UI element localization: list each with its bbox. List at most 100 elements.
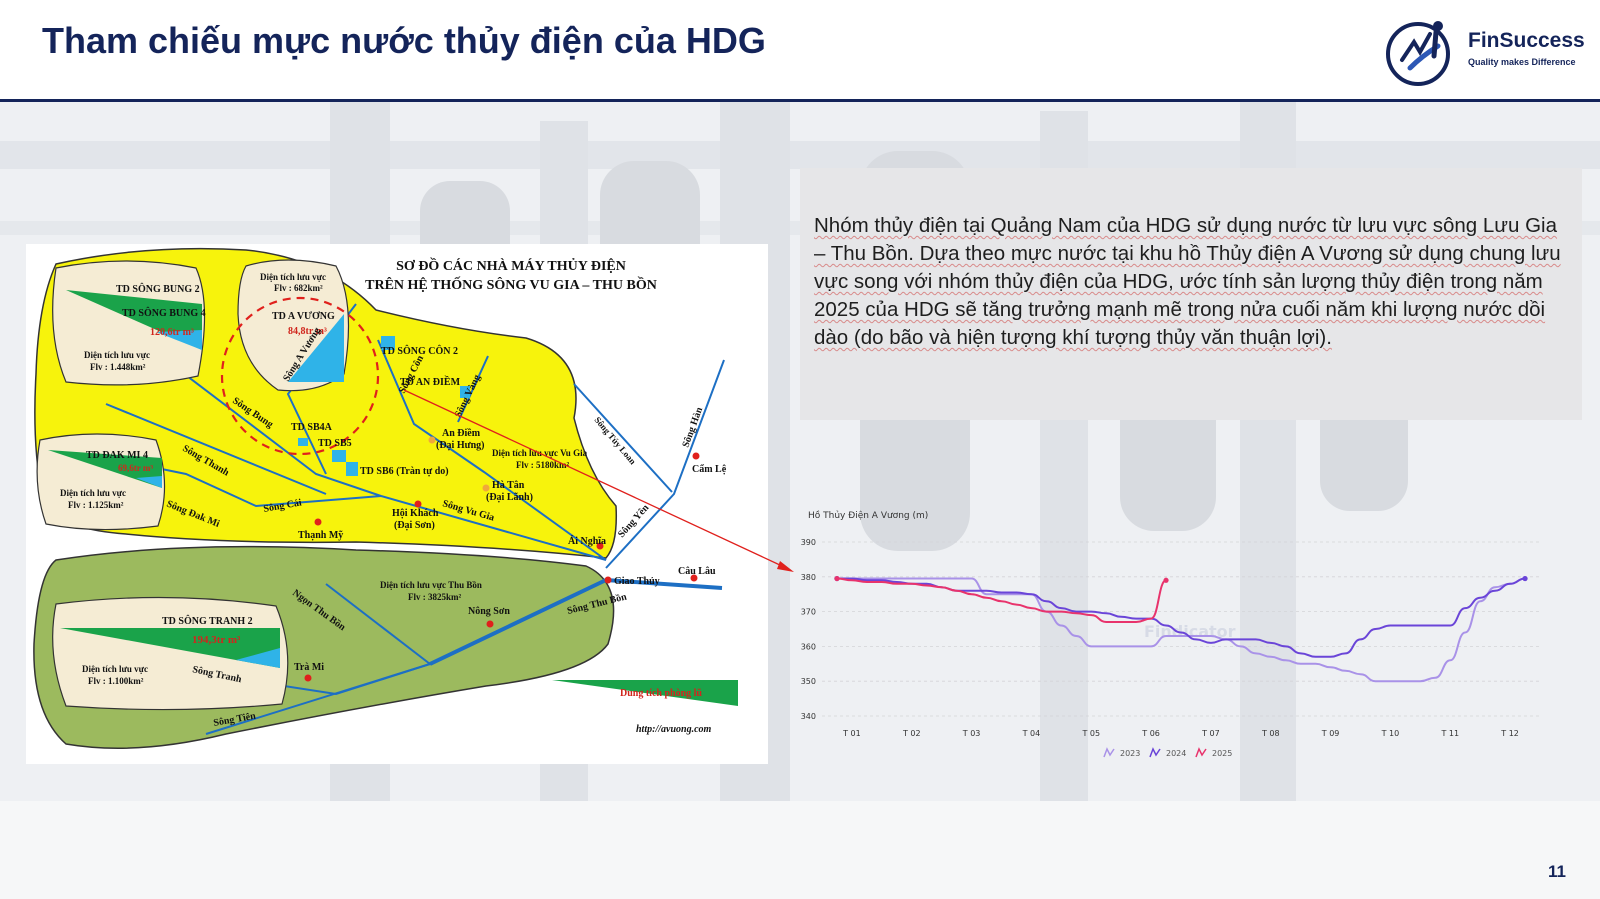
x-tick-label: T 12: [1500, 729, 1519, 738]
song-tranh-area-label: Diện tích lưu vực: [82, 664, 148, 674]
place-hoi-khach-sub: (Đại Sơn): [394, 520, 435, 531]
legend-swatch-2023: [1103, 747, 1115, 758]
y-tick-label: 370: [801, 608, 816, 617]
song-tranh-callout: TD SÔNG TRANH 2 194,3tr m³ Diện tích lưu…: [52, 596, 289, 711]
a-vuong-volume: 84,8tr m³: [288, 326, 327, 337]
y-tick-label: 360: [801, 642, 816, 651]
chart-y-ticks: 340 350 360 370 380 390: [801, 538, 816, 721]
river-map-diagram: SƠ ĐỒ CÁC NHÀ MÁY THỦY ĐIỆN TRÊN HỆ THỐN…: [33, 247, 738, 749]
dak-mi-area-value: Flv : 1.125km²: [68, 500, 124, 510]
vu-gia-area-value: Flv : 5180km²: [516, 460, 569, 470]
flood-capacity-legend: Dung tích phòng lũ: [620, 688, 702, 699]
x-tick-label: T 03: [962, 729, 981, 738]
series-line-2025: [836, 577, 1167, 623]
page-number: 11: [1548, 862, 1566, 881]
x-tick-label: T 07: [1201, 729, 1220, 738]
place-ha-tan-sub: (Đại Lãnh): [486, 492, 533, 503]
x-tick-label: T 01: [842, 729, 861, 738]
song-bung-2-label: TD SÔNG BUNG 2: [116, 282, 200, 295]
place-cau-lau: Câu Lâu: [678, 566, 716, 577]
song-tranh-2-label: TD SÔNG TRANH 2: [162, 614, 253, 627]
slide-header: Tham chiếu mực nước thủy điện của HDG Fi…: [0, 0, 1600, 100]
place-ha-tan: Hà Tân: [492, 480, 525, 491]
river-yen-label: Sông Yên: [616, 502, 652, 540]
water-level-chart: Hồ Thủy Điện A Vương (m) 340 350 360 370 380…: [792, 510, 1582, 780]
a-vuong-area-label: Diện tích lưu vực: [260, 272, 326, 282]
x-tick-label: T 08: [1261, 729, 1280, 738]
song-bung-callout: TD SÔNG BUNG 2 TD SÔNG BUNG 4 120,6tr m³…: [52, 260, 206, 386]
legend-label-2024: 2024: [1166, 749, 1186, 758]
place-hoi-khach: Hội Khách: [392, 508, 439, 519]
slide-title: Tham chiếu mực nước thủy điện của HDG: [42, 20, 766, 61]
song-bung-area-value: Flv : 1.448km²: [90, 362, 146, 372]
flood-capacity-legend-swatch: [552, 680, 738, 706]
place-thanh-my: Thạnh Mỹ: [298, 530, 343, 541]
map-title-line1: SƠ ĐỒ CÁC NHÀ MÁY THỦY ĐIỆN: [396, 256, 626, 274]
legend-label-2023: 2023: [1120, 749, 1140, 758]
sb4a-label: TD SB4A: [291, 422, 333, 433]
logo-name: FinSuccess: [1468, 29, 1585, 52]
logo-tagline: Quality makes Difference: [1468, 57, 1576, 67]
series-point-2024: [1522, 575, 1528, 582]
series-line-2023: [836, 577, 1526, 683]
thu-bon-area-label: Diện tích lưu vực Thu Bồn: [380, 580, 482, 590]
a-vuong-plant-label: TD A VƯƠNG: [272, 311, 335, 322]
chart-title: Hồ Thủy Điện A Vương (m): [808, 510, 928, 521]
legend-swatch-2024: [1149, 747, 1161, 758]
a-vuong-area-value: Flv : 682km²: [274, 283, 323, 293]
dak-mi-4-label: TD ĐAK MI 4: [86, 450, 148, 461]
y-tick-label: 350: [801, 677, 816, 686]
place-cam-le: Cẩm Lệ: [692, 464, 727, 475]
map-source: http://avuong.com: [636, 724, 712, 735]
place-nong-son: Nông Sơn: [468, 606, 510, 617]
place-giao-thuy: Giao Thủy: [614, 576, 660, 587]
x-tick-label: T 09: [1321, 729, 1340, 738]
x-tick-label: T 05: [1081, 729, 1100, 738]
dak-mi-callout: TD ĐAK MI 4 69,6tr m³ Diện tích lưu vực …: [36, 433, 166, 531]
dak-mi-volume: 69,6tr m³: [118, 463, 153, 473]
song-bung-volume: 120,6tr m³: [150, 327, 194, 338]
x-tick-label: T 06: [1141, 729, 1160, 738]
finsuccess-logo-icon: [1386, 21, 1450, 86]
song-con-2-label: TD SÔNG CÔN 2: [381, 344, 458, 357]
place-ai-nghia: Ái Nghĩa: [568, 535, 606, 547]
description-text: Nhóm thủy điện tại Quảng Nam của HDG sử …: [814, 214, 1561, 349]
a-vuong-highlight-circle: [220, 296, 380, 456]
series-point-2025: [834, 575, 840, 582]
map-title-line2: TRÊN HỆ THỐNG SÔNG VU GIA – THU BỒN: [365, 275, 657, 293]
song-tranh-area-value: Flv : 1.100km²: [88, 676, 144, 686]
song-bung-area-label: Diện tích lưu vực: [84, 350, 150, 360]
chart-series-lines: [834, 575, 1528, 683]
an-diem-plant-label: TD AN ĐIỀM: [400, 375, 461, 388]
y-tick-label: 380: [801, 573, 816, 582]
place-tra-mi: Trà Mi: [294, 662, 324, 673]
x-tick-label: T 04: [1022, 729, 1041, 738]
song-bung-4-label: TD SÔNG BUNG 4: [122, 306, 206, 319]
series-line-2024: [836, 577, 1526, 658]
x-tick-label: T 11: [1440, 729, 1459, 738]
legend-swatch-2025: [1195, 747, 1207, 758]
chart-x-ticks: T 01 T 02 T 03 T 04 T 05 T 06 T 07 T 08 T 09 T 10…: [842, 729, 1519, 738]
header-divider: [0, 99, 1600, 102]
water-level-chart-svg: Hồ Thủy Điện A Vương (m) 340 350 360 370 380…: [801, 510, 1540, 758]
place-an-diem-sub: (Đại Hưng): [436, 440, 485, 451]
thu-bon-area-value: Flv : 3825km²: [408, 592, 461, 602]
y-tick-label: 340: [801, 712, 816, 721]
legend-label-2025: 2025: [1212, 749, 1232, 758]
river-tuy-loan-label: Sông Túy Loan: [592, 415, 638, 467]
river-map: SƠ ĐỒ CÁC NHÀ MÁY THỦY ĐIỆN TRÊN HỆ THỐN…: [26, 244, 768, 764]
dak-mi-area-label: Diện tích lưu vực: [60, 488, 126, 498]
description-box: Nhóm thủy điện tại Quảng Nam của HDG sử …: [800, 168, 1582, 420]
vu-gia-area-label: Diện tích lưu vực Vu Gia: [492, 448, 588, 458]
x-tick-label: T 10: [1381, 729, 1400, 738]
a-vuong-callout: Diện tích lưu vực Flv : 682km² TD A VƯƠN…: [220, 259, 380, 456]
x-tick-label: T 02: [902, 729, 921, 738]
y-tick-label: 390: [801, 538, 816, 547]
sb6-label: TD SB6 (Tràn tự do): [360, 466, 449, 477]
place-an-diem: An Điềm: [442, 428, 481, 439]
song-tranh-volume: 194,3tr m³: [192, 634, 241, 646]
chart-legend: 2023 2024 2025: [1103, 747, 1232, 758]
main-river: [429, 578, 723, 666]
river-han-label: Sông Hàn: [680, 405, 705, 449]
sb5-label: TD SB5: [318, 438, 352, 449]
